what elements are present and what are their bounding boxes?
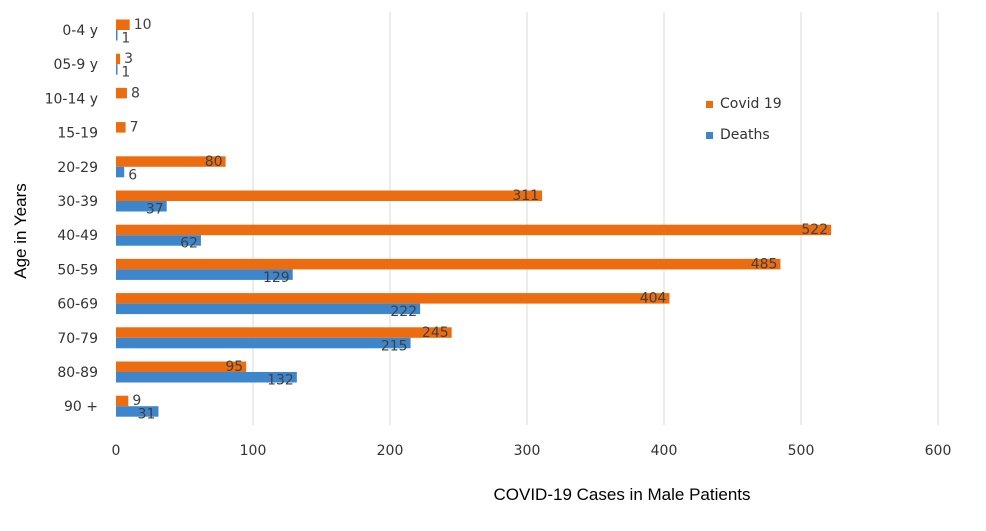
bar-covid-19 [116, 395, 129, 407]
bar-deaths [116, 201, 167, 212]
bar-covid-19 [116, 156, 226, 167]
category-labels-group: 0-4 y 05-9 y 10-14 y 15-19 20-29 30-39 40-49 50… [45, 23, 98, 415]
data-label: 37 [146, 202, 164, 218]
legend-label: Covid 19 [720, 96, 782, 112]
data-label: 6 [128, 167, 137, 183]
data-label: 7 [130, 120, 139, 136]
category-label: 90 + [64, 399, 98, 415]
bar-deaths [116, 269, 293, 280]
data-label: 10 [134, 17, 152, 33]
category-label: 80-89 [57, 365, 98, 381]
data-label: 1 [121, 65, 130, 81]
category-label: 05-9 y [53, 57, 98, 73]
x-tick-label: 600 [925, 443, 952, 459]
gridlines [252, 12, 939, 425]
data-label: 522 [801, 222, 828, 238]
x-tick-label: 0 [112, 443, 121, 459]
data-label: 80 [205, 154, 223, 170]
x-tick-label: 300 [514, 443, 541, 459]
x-tick-label: 400 [651, 443, 678, 459]
bar-deaths [116, 30, 118, 41]
legend: Covid 19 Deaths [706, 96, 782, 143]
data-label: 132 [267, 373, 294, 389]
category-label: 40-49 [57, 228, 98, 244]
data-label: 8 [131, 85, 140, 101]
data-labels-group: 1013187806311375226248512940422224521595… [121, 17, 828, 423]
bar-covid-19 [116, 327, 452, 338]
data-label: 1 [121, 31, 130, 47]
bar-covid-19 [116, 361, 247, 372]
y-axis-title: Age in Years [11, 183, 30, 278]
bar-covid-19 [116, 190, 543, 201]
x-tick-label: 100 [240, 443, 267, 459]
bar-deaths [116, 235, 201, 246]
data-label: 95 [225, 359, 243, 375]
bar-deaths [116, 166, 125, 178]
legend-swatch [706, 132, 713, 139]
category-label: 20-29 [57, 160, 98, 176]
data-label: 215 [381, 338, 408, 354]
bar-covid-19 [116, 224, 832, 236]
bar-covid-19 [116, 293, 670, 304]
category-label: 15-19 [57, 126, 98, 142]
data-label: 245 [422, 325, 449, 341]
bar-covid-19 [116, 87, 127, 99]
bar-covid-19 [116, 19, 130, 30]
bar-deaths [116, 406, 159, 417]
category-label: 10-14 y [45, 91, 98, 107]
category-label: 30-39 [57, 194, 98, 210]
category-label: 50-59 [57, 262, 98, 278]
bar-covid-19 [116, 53, 121, 65]
bar-deaths [116, 64, 118, 75]
bar-deaths [116, 337, 411, 349]
bar-covid-19 [116, 258, 781, 270]
bar-covid-19 [116, 122, 126, 133]
data-label: 62 [180, 236, 198, 252]
x-tick-label: 500 [788, 443, 815, 459]
x-axis-title: COVID-19 Cases in Male Patients [494, 485, 751, 504]
category-label: 60-69 [57, 297, 98, 313]
data-label: 485 [751, 256, 778, 272]
category-label: 70-79 [57, 331, 98, 347]
bars-group [116, 19, 832, 417]
legend-swatch [706, 101, 713, 108]
data-label: 3 [124, 51, 133, 67]
bar-deaths [116, 303, 421, 315]
x-tick-label: 200 [377, 443, 404, 459]
data-label: 404 [640, 291, 667, 307]
data-label: 31 [138, 407, 156, 423]
data-label: 311 [512, 188, 539, 204]
data-label: 9 [132, 393, 141, 409]
bar-deaths [116, 372, 297, 383]
legend-label: Deaths [720, 127, 770, 143]
category-label: 0-4 y [62, 23, 98, 39]
x-tick-labels-group: 0 100 200 300 400 500 600 [112, 443, 952, 459]
data-label: 129 [263, 270, 290, 286]
data-label: 222 [390, 304, 417, 320]
